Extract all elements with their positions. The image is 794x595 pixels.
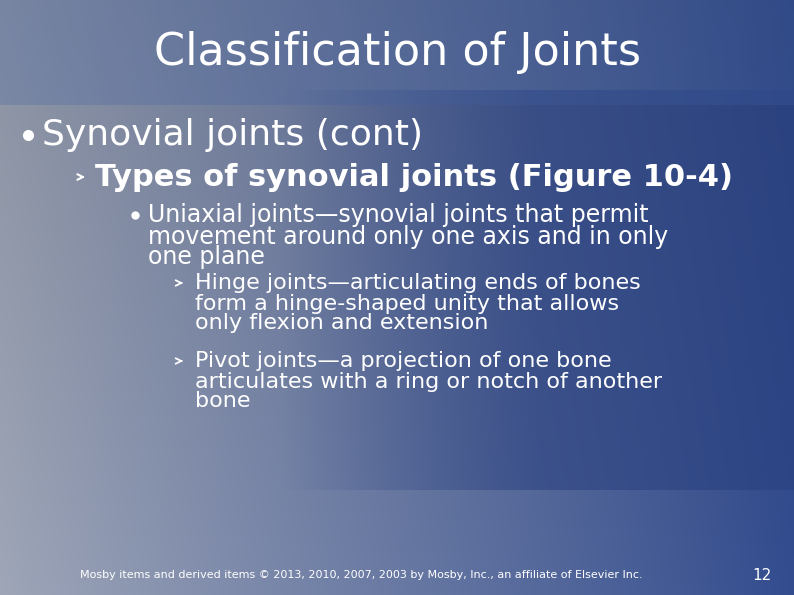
Text: Pivot joints—a projection of one bone: Pivot joints—a projection of one bone — [195, 351, 611, 371]
Text: movement around only one axis and in only: movement around only one axis and in onl… — [148, 225, 669, 249]
Text: Synovial joints (cont): Synovial joints (cont) — [42, 118, 423, 152]
Text: 12: 12 — [753, 568, 772, 583]
Text: Hinge joints—articulating ends of bones: Hinge joints—articulating ends of bones — [195, 273, 641, 293]
Text: only flexion and extension: only flexion and extension — [195, 313, 488, 333]
Text: Mosby items and derived items © 2013, 2010, 2007, 2003 by Mosby, Inc., an affili: Mosby items and derived items © 2013, 20… — [80, 570, 642, 580]
Text: Uniaxial joints—synovial joints that permit: Uniaxial joints—synovial joints that per… — [148, 203, 649, 227]
Text: articulates with a ring or notch of another: articulates with a ring or notch of anot… — [195, 372, 662, 392]
FancyBboxPatch shape — [0, 0, 794, 105]
Text: bone: bone — [195, 391, 250, 411]
Text: one plane: one plane — [148, 245, 265, 269]
Text: form a hinge-shaped unity that allows: form a hinge-shaped unity that allows — [195, 294, 619, 314]
Text: Types of synovial joints (Figure 10-4): Types of synovial joints (Figure 10-4) — [95, 162, 733, 192]
Text: Classification of Joints: Classification of Joints — [153, 32, 641, 74]
